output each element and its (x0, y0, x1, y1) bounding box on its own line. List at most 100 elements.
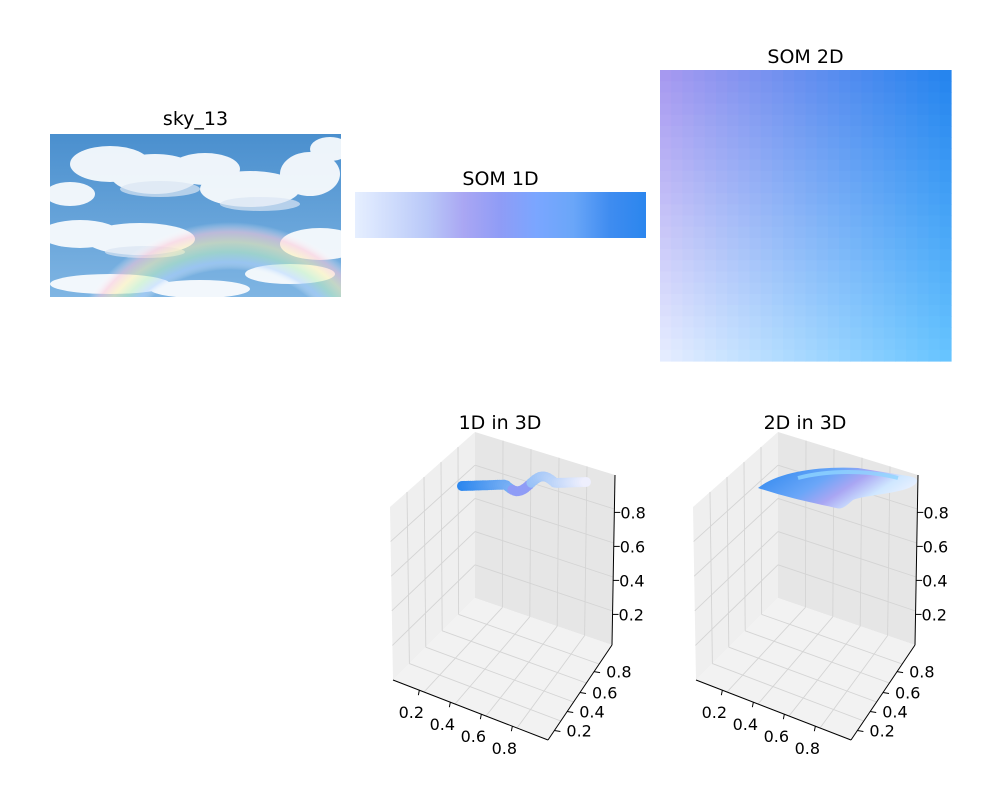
som2d-cell (827, 237, 840, 250)
som2d-cell (839, 338, 851, 351)
som2d-cell (693, 338, 706, 351)
som2d-cell (861, 327, 874, 340)
som2d-cell (704, 137, 717, 149)
som2d-cell (906, 193, 919, 205)
som2d-cell (906, 215, 919, 228)
som2d-cell (693, 170, 706, 183)
som2d-cell (749, 159, 762, 172)
som2d-cell (883, 327, 896, 340)
som2d-cell (727, 338, 739, 351)
som2d-cell (783, 327, 795, 340)
som2d-cell (850, 103, 863, 116)
som2d-cell (872, 159, 885, 172)
som2d-cell (693, 282, 706, 295)
som2d-cell (839, 282, 851, 295)
som2d-cell (794, 226, 807, 239)
som2d-cell (749, 193, 762, 205)
som2d-cell (682, 237, 695, 250)
som2d-cell (783, 249, 795, 261)
som2d-cell (760, 81, 773, 93)
som2d-cell (715, 159, 728, 172)
som2d-cell (917, 237, 930, 250)
som2d-cell (928, 327, 941, 340)
som2d-cell (827, 282, 840, 295)
som2d-cell (861, 193, 874, 205)
som2d-cell (816, 181, 829, 194)
som2d-cell (783, 237, 795, 250)
som2d-cell (805, 226, 818, 239)
som2d-cell (850, 327, 863, 340)
som2d-cell (906, 260, 919, 273)
som2d-cell (704, 114, 717, 127)
som2d-cell (805, 215, 818, 228)
som2d-cell (704, 125, 717, 138)
som2d-cell (850, 226, 863, 239)
som2d-cell (928, 181, 941, 194)
x-tick-label: 0.4 (430, 715, 455, 734)
som2d-cell (738, 215, 751, 228)
som2d-cell (872, 70, 885, 82)
som2d-cell (682, 70, 695, 82)
som2d-cell (738, 327, 751, 340)
y-tick-label: 0.6 (592, 684, 617, 703)
som2d-cell (682, 271, 695, 284)
som2d-cell (850, 81, 863, 93)
som2d-cell (660, 125, 672, 138)
som2d-cell (827, 137, 840, 149)
som2d-cell (839, 327, 851, 340)
z-tick-label: 0.4 (922, 571, 947, 590)
som2d-cell (671, 181, 683, 194)
som2d-cell (682, 327, 695, 340)
som2d-cell (850, 204, 863, 217)
som2d-cell (715, 349, 728, 362)
som2d-cell (906, 293, 919, 306)
som2d-cell (883, 305, 896, 317)
som2d-cell (872, 103, 885, 116)
som2d-cell (939, 282, 952, 295)
som2d-cell (861, 148, 874, 161)
som2d-cell (906, 204, 919, 217)
sky-image (40, 134, 360, 298)
som2d-cell (917, 70, 930, 82)
som2d-cell (895, 226, 907, 239)
som2d-cell (749, 114, 762, 127)
som2d-cell (861, 249, 874, 261)
som2d-cell (861, 338, 874, 351)
som2d-cell (827, 305, 840, 317)
som2d-cell (883, 271, 896, 284)
som2d-cell (917, 271, 930, 284)
som2d-cell (827, 293, 840, 306)
som2d-cell (783, 338, 795, 351)
som2d-cell (671, 103, 683, 116)
som2d-cell (738, 271, 751, 284)
som2d-cell (906, 305, 919, 317)
som2d-cell (671, 92, 683, 105)
som2d-cell (939, 114, 952, 127)
som2d-cell (906, 271, 919, 284)
som2d-cell (917, 204, 930, 217)
som2d-cell (850, 338, 863, 351)
som2d-cell (939, 293, 952, 306)
som2d-cell (816, 226, 829, 239)
som2d-cell (861, 349, 874, 362)
som2d-cell (671, 204, 683, 217)
som2d-cell (682, 170, 695, 183)
som2d-cell (738, 125, 751, 138)
som2d-cell (682, 114, 695, 127)
som2d-cell (760, 125, 773, 138)
som2d-cell (883, 114, 896, 127)
som2d-cell (760, 237, 773, 250)
som2d-cell (771, 349, 784, 362)
som2d-cell (872, 92, 885, 105)
som2d-cell (906, 148, 919, 161)
som2d-cell (771, 70, 784, 82)
som2d-cell (682, 193, 695, 205)
som2d-cell (760, 103, 773, 116)
som2d-cell (749, 271, 762, 284)
som2d-cell (704, 170, 717, 183)
som2d-cell (660, 305, 672, 317)
z-tick-label: 0.2 (619, 605, 644, 624)
som2d-cell (928, 114, 941, 127)
som2d-cell (805, 148, 818, 161)
z-tick-label: 0.8 (923, 503, 948, 522)
